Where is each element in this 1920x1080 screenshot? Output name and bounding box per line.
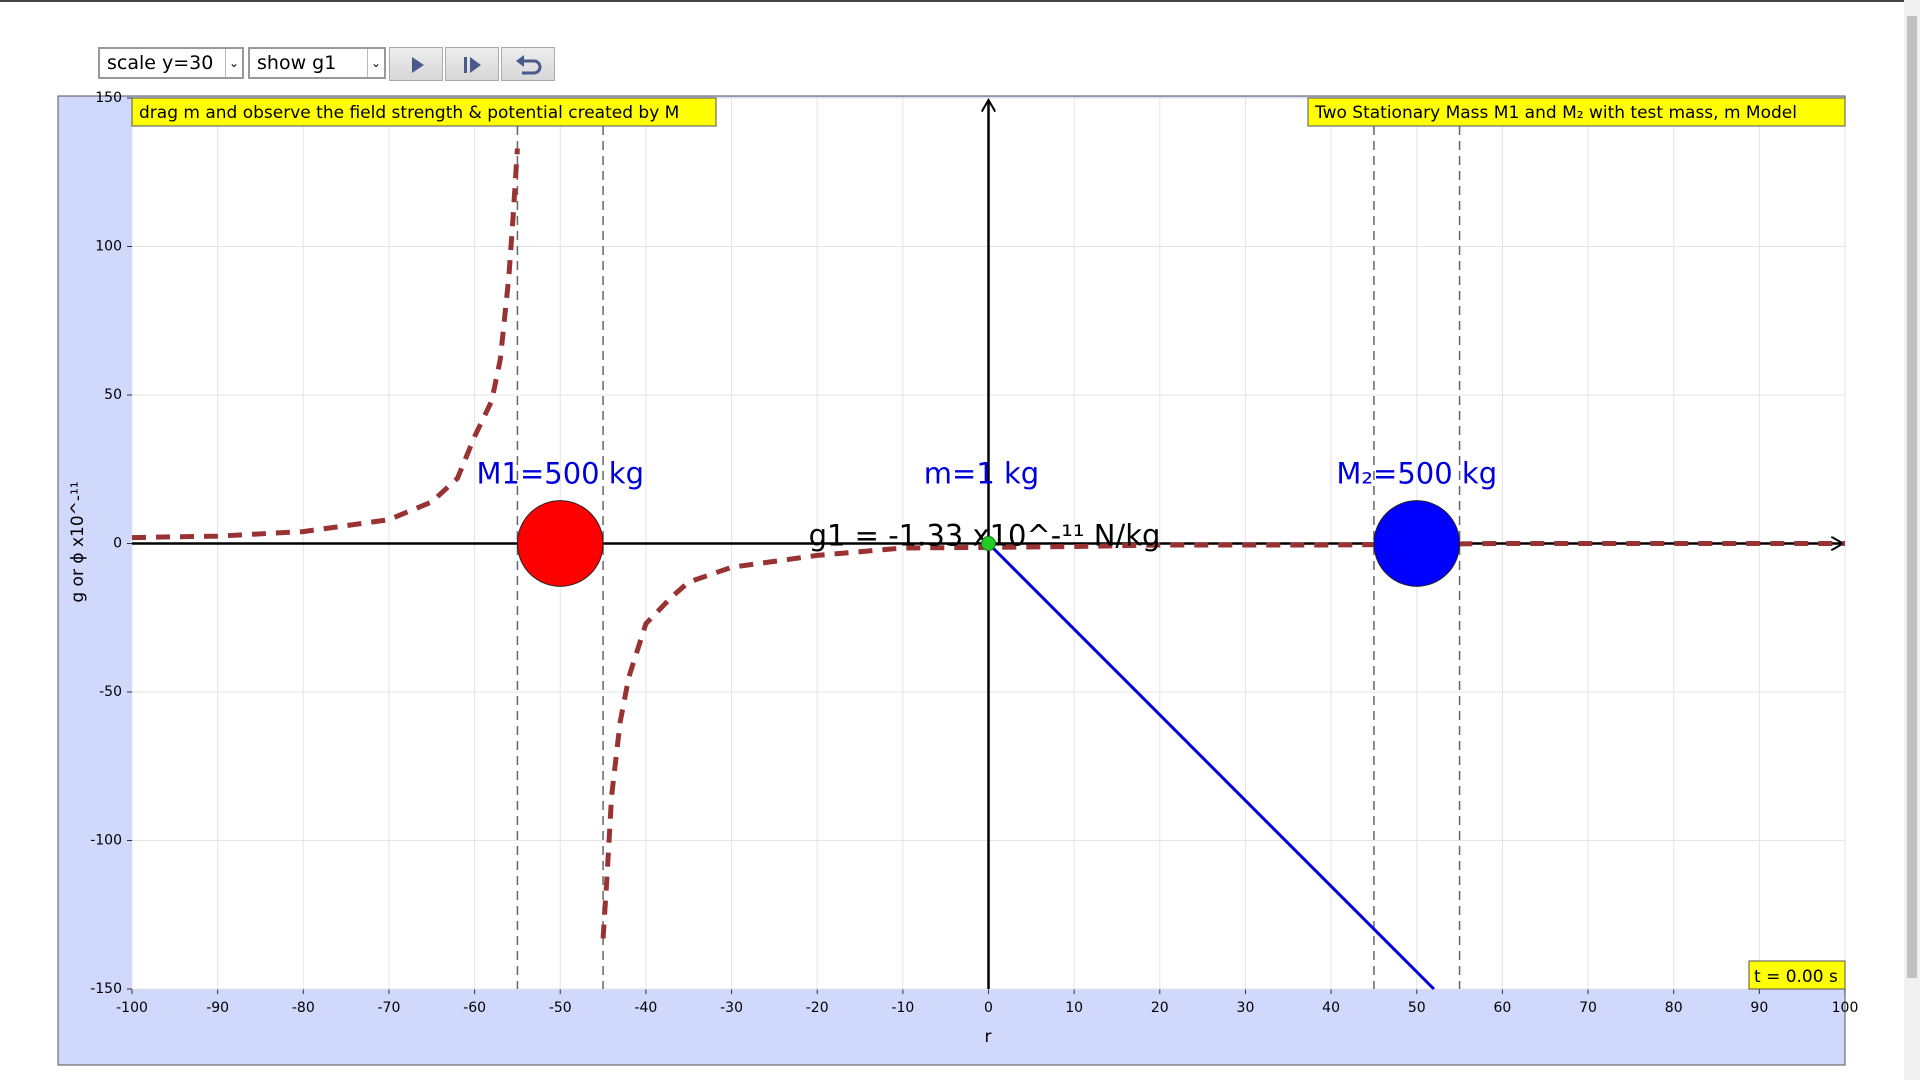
- play-icon: [412, 57, 424, 73]
- mass-label: M₂=500 kg: [1336, 457, 1497, 491]
- y-tick-label: -50: [99, 684, 122, 700]
- show-select-text: show g1: [257, 52, 337, 74]
- x-tick-label: -50: [549, 1000, 572, 1016]
- x-tick-label: 20: [1151, 1000, 1169, 1016]
- step-icon: [464, 57, 481, 73]
- model-title: Two Stationary Mass M1 and M₂ with test …: [1314, 103, 1797, 123]
- x-tick-label: 10: [1065, 1000, 1083, 1016]
- y-tick-label: 50: [104, 387, 122, 403]
- y-tick-label: 150: [95, 90, 122, 106]
- scale-select[interactable]: scale y=30 ⌄: [98, 47, 244, 79]
- y-tick-label: -100: [90, 833, 122, 849]
- x-tick-label: -100: [116, 1000, 148, 1016]
- x-tick-label: 0: [984, 1000, 993, 1016]
- title-box: [1307, 97, 1846, 127]
- y-axis-label: g or ϕ x10^-¹¹: [68, 481, 88, 602]
- x-tick-label: -40: [634, 1000, 657, 1016]
- mass: [1373, 500, 1461, 587]
- x-tick-label: -10: [891, 1000, 914, 1016]
- reset-button[interactable]: [501, 47, 555, 81]
- scale-select-text: scale y=30: [107, 52, 214, 74]
- time-box: [1748, 960, 1846, 990]
- x-tick-label: 50: [1408, 1000, 1426, 1016]
- x-tick-label: -60: [463, 1000, 486, 1016]
- x-tick-label: -70: [378, 1000, 401, 1016]
- x-tick-label: 60: [1493, 1000, 1511, 1016]
- instruction: drag m and observe the field strength & …: [139, 103, 679, 123]
- time-label: t = 0.00 s: [1754, 967, 1838, 987]
- x-tick-label: -80: [292, 1000, 315, 1016]
- x-tick-label: 90: [1750, 1000, 1768, 1016]
- x-axis-label: r: [985, 1027, 992, 1047]
- y-tick-label: 100: [95, 239, 122, 255]
- g1-curve: [131, 148, 1845, 939]
- play-button[interactable]: [389, 47, 443, 81]
- y-tick-label: -150: [90, 981, 122, 997]
- x-tick-label: 40: [1322, 1000, 1340, 1016]
- force-vector: [987, 542, 1435, 991]
- dropdown-arrow: ⌄: [225, 49, 242, 77]
- x-tick-label: 100: [1832, 1000, 1859, 1016]
- step-button[interactable]: [445, 47, 499, 81]
- test-mass-label: m=1 kg: [924, 457, 1039, 491]
- dropdown-arrow: ⌄: [367, 49, 384, 77]
- reset-icon: [516, 55, 542, 75]
- y-tick-label: 0: [113, 536, 122, 552]
- mass: [516, 500, 604, 587]
- scrollbar-thumb[interactable]: [1907, 16, 1917, 978]
- x-tick-label: -90: [206, 1000, 229, 1016]
- test-mass[interactable]: [981, 536, 996, 551]
- x-tick-label: -20: [806, 1000, 829, 1016]
- instruction-box: [131, 97, 717, 127]
- mass-label: M1=500 kg: [476, 457, 644, 491]
- x-tick-label: 70: [1579, 1000, 1597, 1016]
- x-tick-label: -30: [720, 1000, 743, 1016]
- x-tick-label: 30: [1237, 1000, 1255, 1016]
- show-select[interactable]: show g1 ⌄: [248, 47, 386, 79]
- x-tick-label: 80: [1665, 1000, 1683, 1016]
